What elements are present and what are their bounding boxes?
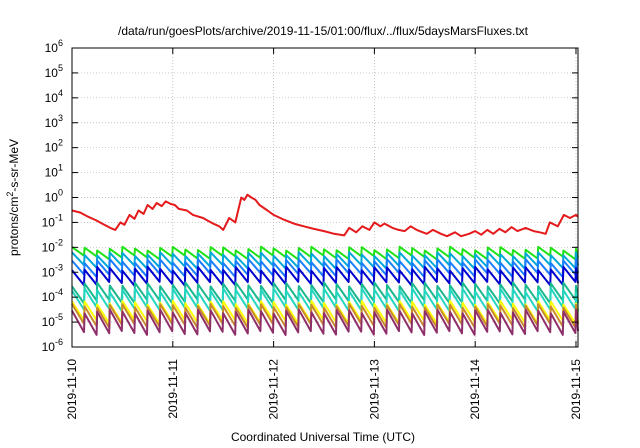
y-tick-label: 103 bbox=[45, 113, 63, 130]
x-tick-label: 2019-11-11 bbox=[166, 359, 180, 419]
chart-title: /data/run/goesPlots/archive/2019-11-15/0… bbox=[118, 24, 529, 38]
y-tick-label: 102 bbox=[45, 138, 63, 155]
series-line bbox=[71, 308, 579, 336]
y-tick-label: 106 bbox=[45, 38, 63, 55]
y-tick-label: 104 bbox=[45, 88, 63, 105]
x-tick-label: 2019-11-13 bbox=[367, 359, 381, 420]
y-tick-label: 100 bbox=[45, 188, 63, 205]
x-tick-label: 2019-11-15 bbox=[569, 359, 583, 420]
y-axis-label: protons/cm2-s-sr-MeV bbox=[5, 139, 21, 256]
y-tick-label: 10-1 bbox=[42, 212, 63, 229]
y-tick-label: 10-2 bbox=[42, 237, 63, 254]
x-tick-label: 2019-11-12 bbox=[267, 359, 281, 420]
y-tick-label: 10-5 bbox=[42, 312, 63, 329]
y-tick-label: 10-4 bbox=[42, 287, 63, 304]
y-tick-label: 10-3 bbox=[42, 262, 63, 279]
y-tick-label: 105 bbox=[45, 63, 63, 80]
series-group bbox=[71, 193, 579, 336]
series-line bbox=[71, 265, 579, 287]
y-tick-label: 101 bbox=[45, 163, 63, 180]
series-line bbox=[71, 287, 579, 313]
y-tick-label: 10-6 bbox=[42, 337, 63, 354]
x-axis-label: Coordinated Universal Time (UTC) bbox=[231, 430, 415, 444]
series-line bbox=[71, 258, 579, 278]
x-tick-label: 2019-11-14 bbox=[468, 359, 482, 420]
x-tick-label: 2019-11-10 bbox=[65, 359, 79, 420]
series-line bbox=[71, 193, 579, 238]
x-tick-labels: 2019-11-10 2019-11-11 2019-11-12 2019-11-13… bbox=[65, 48, 583, 420]
